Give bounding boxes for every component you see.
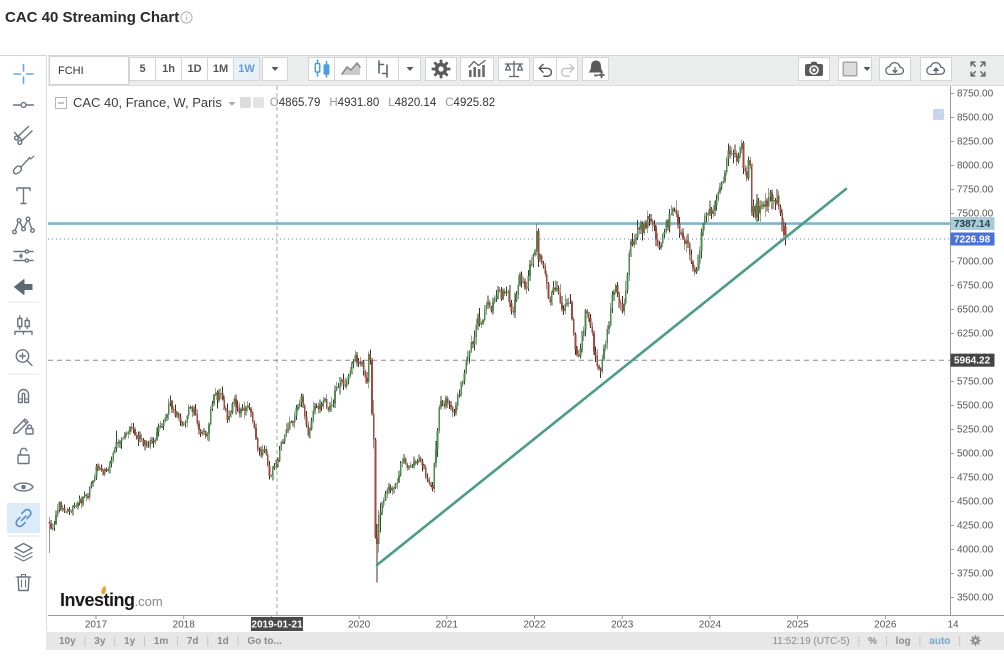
- svg-text:3500.00: 3500.00: [957, 592, 994, 603]
- svg-text:Investing.com: Investing.com: [60, 590, 163, 610]
- svg-text:8750.00: 8750.00: [957, 88, 994, 99]
- svg-text:4750.00: 4750.00: [957, 472, 994, 483]
- svg-text:6500.00: 6500.00: [957, 304, 994, 315]
- svg-text:3750.00: 3750.00: [957, 568, 994, 579]
- svg-text:5964.22: 5964.22: [954, 356, 991, 367]
- svg-text:2022: 2022: [523, 620, 546, 631]
- svg-text:2025: 2025: [786, 620, 809, 631]
- svg-text:7000.00: 7000.00: [957, 256, 994, 267]
- svg-text:2023: 2023: [611, 620, 634, 631]
- svg-text:5250.00: 5250.00: [957, 424, 994, 435]
- svg-text:7750.00: 7750.00: [957, 184, 994, 195]
- svg-text:2017: 2017: [85, 620, 108, 631]
- svg-text:6750.00: 6750.00: [957, 280, 994, 291]
- svg-text:8500.00: 8500.00: [957, 112, 994, 123]
- svg-text:7387.14: 7387.14: [954, 219, 991, 230]
- svg-text:4000.00: 4000.00: [957, 544, 994, 555]
- svg-text:2019-01-21: 2019-01-21: [251, 620, 303, 631]
- svg-text:7226.98: 7226.98: [954, 235, 991, 246]
- svg-text:14: 14: [947, 620, 959, 631]
- svg-text:5750.00: 5750.00: [957, 376, 994, 387]
- svg-text:4500.00: 4500.00: [957, 496, 994, 507]
- svg-text:2020: 2020: [348, 620, 371, 631]
- svg-text:2021: 2021: [436, 620, 459, 631]
- svg-text:5500.00: 5500.00: [957, 400, 994, 411]
- svg-text:6250.00: 6250.00: [957, 328, 994, 339]
- svg-text:2026: 2026: [874, 620, 897, 631]
- svg-text:2024: 2024: [699, 620, 722, 631]
- svg-text:8000.00: 8000.00: [957, 160, 994, 171]
- svg-text:4250.00: 4250.00: [957, 520, 994, 531]
- svg-text:8250.00: 8250.00: [957, 136, 994, 147]
- svg-text:5000.00: 5000.00: [957, 448, 994, 459]
- svg-text:7500.00: 7500.00: [957, 208, 994, 219]
- svg-text:2018: 2018: [173, 620, 196, 631]
